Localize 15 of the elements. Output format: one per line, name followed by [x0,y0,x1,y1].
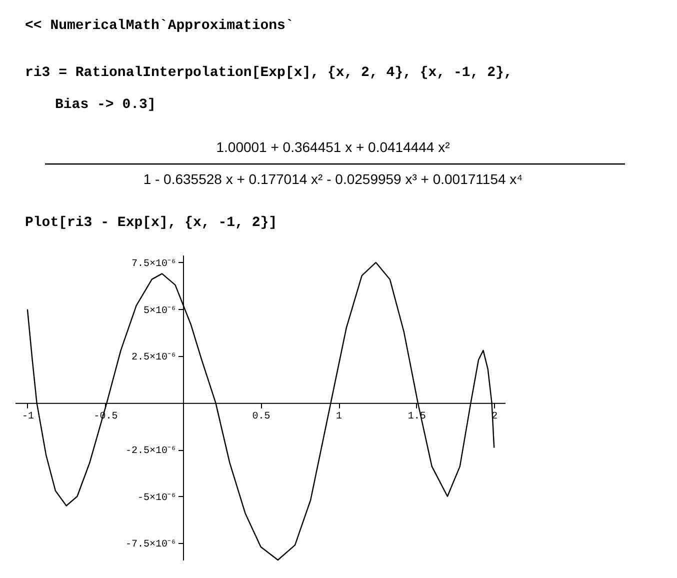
text: 1 - 0.635528 x + 0.177014 x² - 0.0259959 x³ + 0.00171154 x⁴ [143,171,523,187]
y-tick-label: 2.5×10⁻⁶ [131,352,176,364]
y-tick-label: -5×10⁻⁶ [137,492,176,504]
text: 1.00001 + 0.364451 x + 0.0414444 x² [216,139,450,155]
text: << NumericalMath`Approximations` [25,18,294,34]
y-tick-label: -2.5×10⁻⁶ [125,446,176,458]
text: ri3 = RationalInterpolation[Exp[x], {x, 2, 4}, {x, -1, 2}, [25,65,512,81]
x-tick-label: 1 [336,411,342,422]
y-tick-label: 7.5×10⁻⁶ [131,258,176,270]
text: Bias -> 0.3] [55,97,156,113]
x-tick-label: 0.5 [252,411,270,422]
y-tick-label: 5×10⁻⁶ [143,306,176,317]
x-tick-label: -1 [22,411,34,422]
y-tick-label: -7.5×10⁻⁶ [125,540,176,551]
text: Plot[ri3 - Exp[x], {x, -1, 2}] [25,215,278,231]
